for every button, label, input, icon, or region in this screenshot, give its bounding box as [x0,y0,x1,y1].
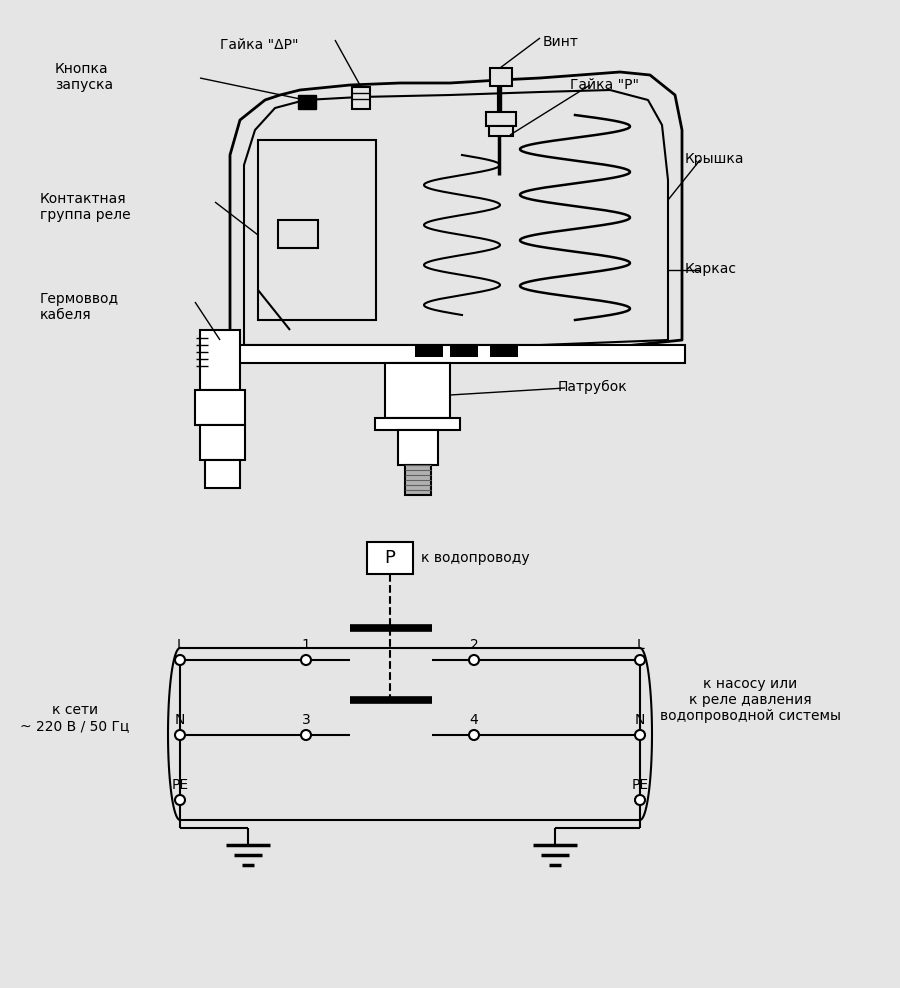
Bar [398,430,438,465]
Bar [200,425,245,460]
Bar [385,363,450,418]
Circle shape [301,655,311,665]
Bar [205,460,240,488]
Text: Крышка: Крышка [685,152,744,166]
Bar [415,345,443,357]
Circle shape [301,730,311,740]
Text: к насосу или
к реле давления
водопроводной системы: к насосу или к реле давления водопроводн… [660,677,841,723]
Text: к сети
~ 220 В / 50 Гц: к сети ~ 220 В / 50 Гц [21,702,130,733]
Bar [486,112,516,126]
Text: 2: 2 [470,638,479,652]
Text: Гайка "Р": Гайка "Р" [570,78,639,92]
Text: Гайка "ΔР": Гайка "ΔР" [220,38,299,52]
Text: 3: 3 [302,713,310,727]
Bar [450,345,478,357]
Text: L: L [176,638,184,652]
Text: 1: 1 [302,638,310,652]
Text: N: N [634,713,645,727]
Text: Патрубок: Патрубок [558,380,628,394]
Bar [375,418,460,430]
Circle shape [175,655,185,665]
Bar [352,87,370,109]
Text: Контактная
группа реле: Контактная группа реле [40,192,130,222]
Text: Каркас: Каркас [685,262,737,276]
Circle shape [635,730,645,740]
Polygon shape [244,90,668,345]
Bar [258,140,376,320]
Circle shape [175,730,185,740]
Bar [490,345,518,357]
Circle shape [469,655,479,665]
Bar [490,68,512,86]
Bar [298,95,316,109]
Bar [230,345,685,363]
Text: N: N [175,713,185,727]
Bar [195,390,245,425]
Text: P: P [384,549,395,567]
Circle shape [635,795,645,805]
Text: PE: PE [632,778,649,792]
Text: к водопроводу: к водопроводу [421,551,529,565]
Bar [200,330,240,390]
Text: L: L [636,638,644,652]
Bar [489,126,513,136]
Bar [278,220,318,248]
Text: Гермоввод
кабеля: Гермоввод кабеля [40,292,119,322]
Text: Винт: Винт [543,35,579,49]
Text: 4: 4 [470,713,479,727]
Circle shape [635,655,645,665]
Polygon shape [230,72,682,355]
Text: PE: PE [171,778,189,792]
Bar [367,542,413,574]
Bar [405,465,431,495]
Text: Кнопка
запуска: Кнопка запуска [55,62,113,92]
Circle shape [175,795,185,805]
Circle shape [469,730,479,740]
